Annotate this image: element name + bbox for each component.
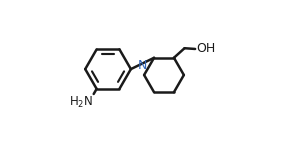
Text: H$_2$N: H$_2$N: [69, 95, 93, 110]
Text: N: N: [138, 59, 147, 72]
Text: OH: OH: [196, 42, 216, 55]
